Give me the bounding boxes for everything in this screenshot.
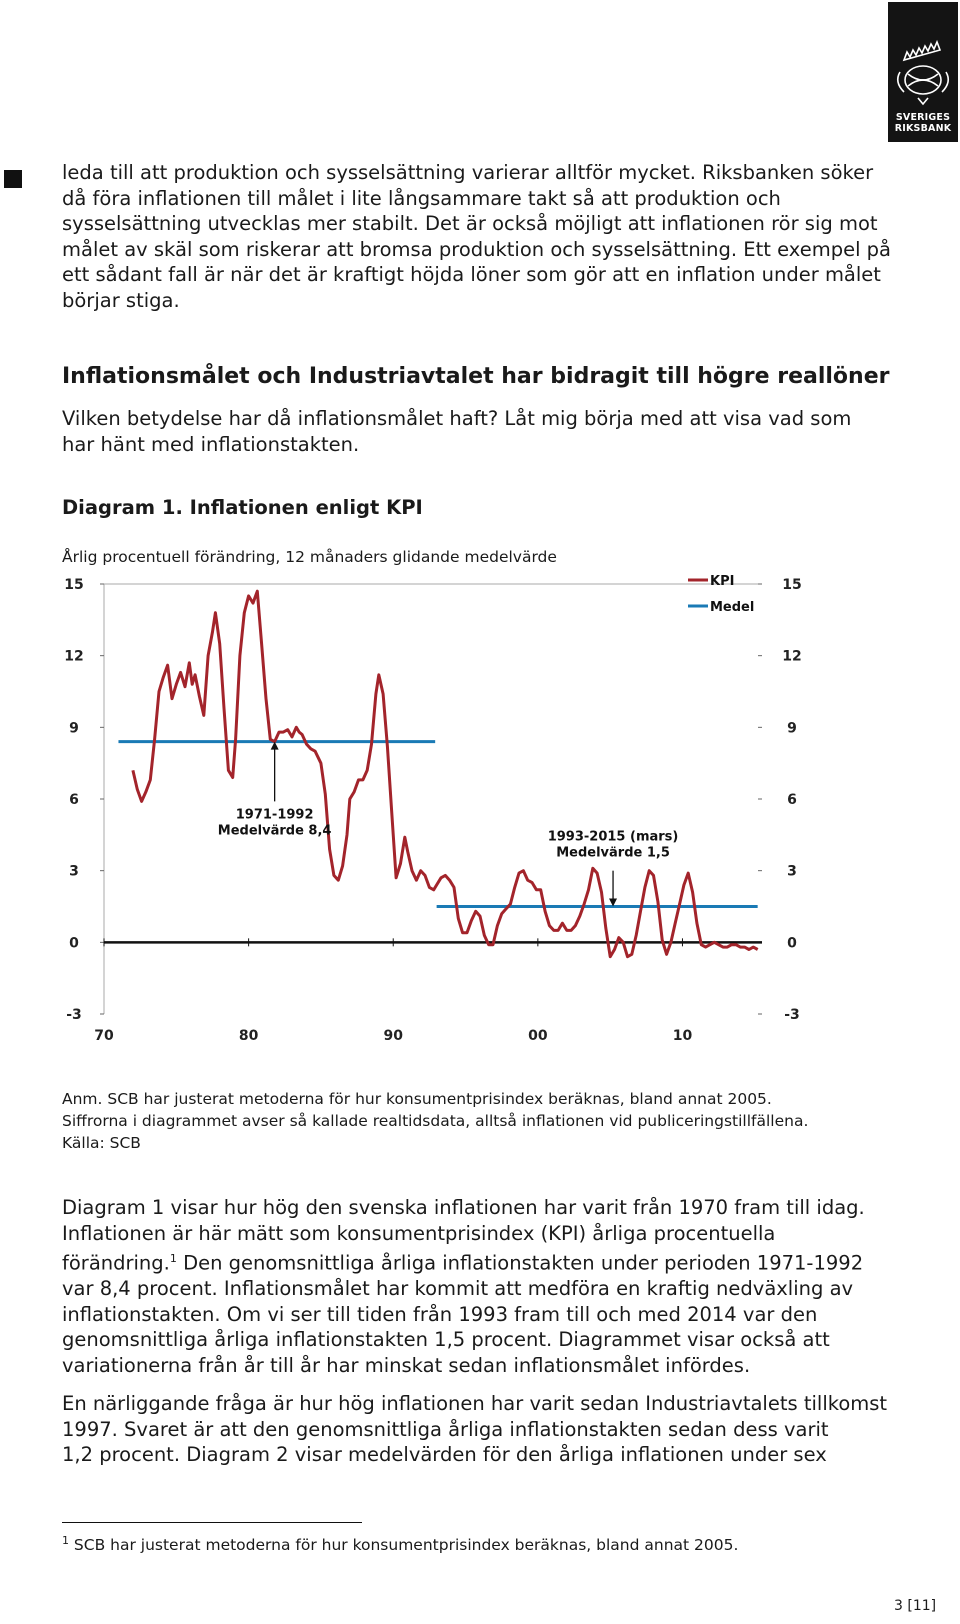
logo-text-riksbank: RIKSBANK [894, 123, 952, 134]
text-line: 1997. Svaret är att den genomsnittliga å… [62, 1417, 829, 1441]
x-tick-label: 90 [383, 1028, 403, 1044]
diagram-title: Diagram 1. Inflationen enligt KPI [62, 496, 423, 519]
text-fragment: Den genomsnittliga årliga inflationstakt… [176, 1251, 864, 1275]
text-line: börjar stiga. [62, 288, 180, 312]
body-paragraph-2: En närliggande fråga är hur hög inflatio… [62, 1391, 902, 1468]
text-line: En närliggande fråga är hur hög inflatio… [62, 1392, 888, 1415]
y-tick-label-left: -3 [66, 1007, 82, 1023]
x-tick-label: 80 [239, 1028, 259, 1044]
annotation-label: Medelvärde 1,5 [556, 846, 670, 861]
text-line: leda till att produktion och sysselsättn… [62, 161, 874, 184]
diagram-subtitle: Årlig procentuell förändring, 12 månader… [62, 548, 557, 566]
x-tick-label: 10 [673, 1028, 693, 1044]
crown-emblem-icon [896, 39, 950, 106]
text-line: genomsnittliga årliga inflationstakten 1… [62, 1328, 830, 1352]
text-fragment: förändring. [62, 1251, 170, 1275]
footnote-ref[interactable]: 1 [169, 1252, 177, 1266]
section-heading: Inflationsmålet och Industriavtalet har … [62, 364, 890, 389]
text-line: då föra inflationen till målet i lite lå… [62, 186, 781, 210]
text-line: har hänt med inflationstakten. [62, 432, 360, 456]
annotation-label: 1993-2015 (mars) [548, 830, 679, 845]
note-line: Siffrorna i diagrammet avser så kallade … [62, 1112, 809, 1130]
text-line: Diagram 1 visar hur hög den svenska infl… [62, 1196, 865, 1219]
annotation-arrowhead [609, 898, 618, 907]
y-tick-label-left: 3 [69, 864, 79, 880]
intro-paragraph: leda till att produktion och sysselsättn… [62, 160, 902, 314]
text-line: var 8,4 procent. Inflationsmålet har kom… [62, 1277, 854, 1301]
chart-notes: Anm. SCB har justerat metoderna för hur … [62, 1088, 922, 1154]
legend-medel-label: Medel [710, 600, 754, 615]
y-tick-label-right: 15 [782, 577, 801, 593]
text-line: Inflationen är här mätt som konsumentpri… [62, 1221, 776, 1245]
x-tick-label: 70 [94, 1028, 114, 1044]
note-line: Anm. SCB har justerat metoderna för hur … [62, 1090, 772, 1108]
page-number: 3 [11] [894, 1598, 937, 1614]
text-line: förändring.1 Den genomsnittliga årliga i… [62, 1246, 902, 1276]
annotation-label: 1971-1992 [236, 807, 314, 822]
y-tick-label-left: 9 [69, 720, 79, 736]
text-line: Vilken betydelse har då inflationsmålet … [62, 407, 852, 430]
text-line: inflationstakten. Om vi ser till tiden f… [62, 1302, 818, 1326]
text-line: målet av skäl som riskerar att bromsa pr… [62, 237, 892, 261]
y-tick-label-right: 6 [787, 792, 797, 808]
footnote-marker: 1 [62, 1534, 69, 1547]
section-bullet [4, 170, 22, 188]
y-tick-label-right: 0 [787, 935, 797, 951]
section-intro-paragraph: Vilken betydelse har då inflationsmålet … [62, 406, 902, 457]
annotation-arrowhead [270, 741, 279, 750]
footnote: 1 SCB har justerat metoderna för hur kon… [62, 1534, 738, 1554]
y-tick-label-left: 12 [64, 649, 83, 665]
footnote-text: SCB har justerat metoderna för hur konsu… [69, 1536, 739, 1555]
text-line: variationerna från år till år har minska… [62, 1354, 751, 1378]
text-line: ett sådant fall är när det är kraftigt h… [62, 263, 881, 287]
annotation-label: Medelvärde 8,4 [218, 823, 332, 838]
y-tick-label-left: 15 [64, 577, 83, 593]
text-line: 1,2 procent. Diagram 2 visar medelvärden… [62, 1443, 827, 1467]
kpi-series-line [131, 589, 759, 959]
legend-kpi-label: KPI [710, 574, 734, 589]
text-line: sysselsättning utvecklas mer stabilt. De… [62, 212, 878, 236]
riksbank-logo: SVERIGES RIKSBANK [888, 2, 958, 142]
logo-text-sveriges: SVERIGES [895, 112, 951, 123]
footnote-divider [62, 1522, 362, 1523]
y-tick-label-left: 0 [69, 935, 79, 951]
y-tick-label-right: 3 [787, 864, 797, 880]
x-tick-label: 00 [528, 1028, 548, 1044]
y-tick-label-right: -3 [784, 1007, 800, 1023]
body-paragraph-1: Diagram 1 visar hur hög den svenska infl… [62, 1195, 902, 1379]
source-line: Källa: SCB [62, 1134, 141, 1152]
y-tick-label-right: 12 [782, 649, 801, 665]
y-tick-label-right: 9 [787, 720, 797, 736]
y-tick-label-left: 6 [69, 792, 79, 808]
inflation-chart: 15 15 12 12 9 9 6 6 3 3 0 0 -3 -3 70 80 90 00 10 1971-1992 M… [0, 570, 960, 1070]
